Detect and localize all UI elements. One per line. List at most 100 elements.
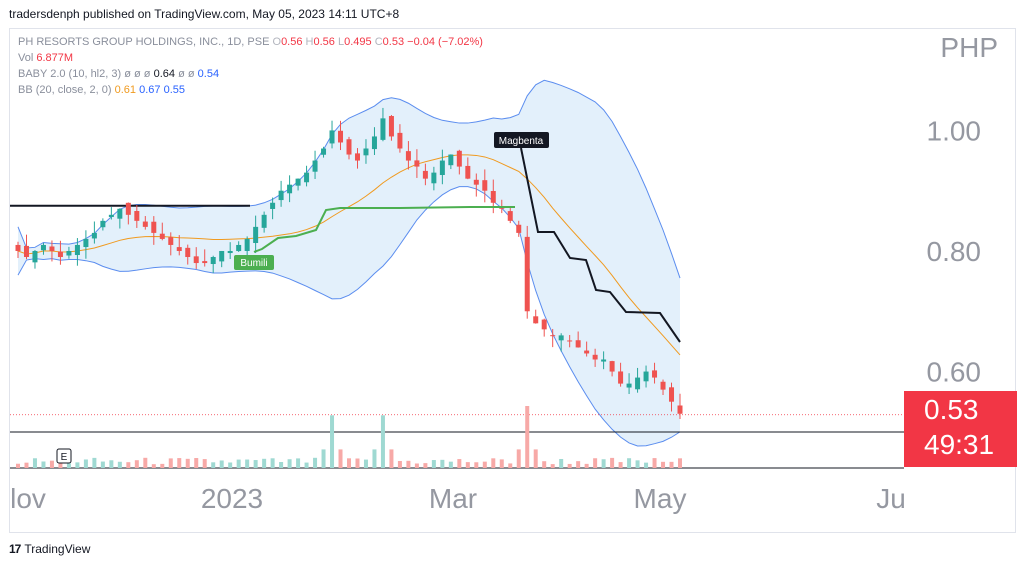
candle-body [346,139,352,155]
candle-body [677,405,683,414]
volume-bar [448,461,453,468]
legend-bb-label: BB (20, close, 2, 0) [18,84,112,96]
volume-bar [414,463,419,468]
volume-bar [270,458,275,468]
candle-body [601,359,607,362]
candle-body [40,244,46,251]
candle-body [210,257,216,265]
volume-bar [550,464,555,468]
candle-body [312,160,318,172]
baby-down-line [520,147,681,343]
candle-body [592,354,598,360]
volume-bar [168,458,173,468]
volume-bar [296,458,301,468]
candle-body [669,387,675,402]
last-price-label: 0.53 49:31 [904,391,1017,467]
volume-bar [389,449,394,468]
volume-bar [58,459,63,468]
legend-baby-value-2: 0.54 [197,68,220,80]
candle-body [354,153,360,161]
volume-bar [143,457,148,468]
bar-countdown: 49:31 [924,429,995,460]
volume-bar [321,449,326,468]
volume-bar [347,458,351,468]
volume-bar [627,458,632,468]
volume-bar [423,463,428,468]
candle-body [575,340,581,348]
candle-body [185,247,191,258]
volume-bar [100,461,105,468]
volume-bar [355,458,360,468]
tradingview-footer[interactable]: 17 TradingView [9,542,90,556]
candle-body [49,246,55,251]
volume-bar [134,460,139,468]
volume-bar [559,458,564,468]
bb-basis-line [17,154,681,356]
candle-body [287,184,293,194]
volume-bar [117,461,122,468]
candle-body [193,256,199,264]
legend-baby-row: BABY 2.0 (10, hl2, 3) ø ø ø 0.64 ø ø 0.5… [18,68,219,80]
volume-bar [185,458,190,468]
candle-body [151,221,157,233]
candle-body [465,165,471,179]
legend-vol-value: 6.877M [36,52,74,64]
candle-body [507,211,513,221]
earnings-marker-box[interactable] [56,448,72,464]
volume-bar [330,415,335,468]
volume-bar [593,458,598,468]
volume-bar [160,463,165,468]
candle-body [74,244,80,256]
legend-baby-label: BABY 2.0 (10, hl2, 3) [18,68,122,80]
candle-body [541,319,547,330]
candle-body [278,190,284,201]
candle-body [397,132,403,149]
bb-fill [18,80,680,446]
candle-body [329,130,335,144]
candle-body [635,377,641,390]
candle-body [168,237,174,245]
bollinger-bands [17,79,681,447]
magbenta-label: Magbenta [499,136,544,147]
legend-bb-basis: 0.61 [114,84,137,96]
candle-body [321,148,327,155]
candle-body [482,180,488,191]
volume-bars [16,406,682,468]
candle-body [584,350,590,354]
candle-body [456,150,462,167]
volume-bar [109,460,114,468]
y-tick-label: 0.60 [927,357,982,388]
chart-frame[interactable] [9,28,1016,533]
bumili-label-box [234,255,274,270]
candle-body [516,224,522,233]
legend-bb-row: BB (20, close, 2, 0) 0.61 0.67 0.55 [18,84,185,96]
volume-bar [151,464,156,468]
legend-h-label: H [305,36,314,48]
candle-body [490,191,496,203]
candle-body [23,245,29,258]
volume-bar [262,458,267,468]
volume-bar [431,460,436,468]
candle-body [236,244,242,252]
y-tick-label: 0.80 [927,236,982,267]
volume-bar [440,459,445,468]
bb-lower-line [17,186,681,447]
earnings-marker[interactable]: E [61,452,68,463]
volume-bar [313,457,318,468]
legend-close: 0.53 [382,36,405,48]
volume-bar [601,459,606,468]
legend-baby-null-4: ø [178,68,185,80]
candle-body [125,202,131,215]
candlesticks [15,107,683,419]
legend-symbol-row: PH RESORTS GROUP HOLDINGS, INC., 1D, PSE… [18,36,483,48]
candle-body [388,116,394,137]
volume-bar [533,449,538,468]
candle-body [219,250,225,262]
volume-bar [465,462,470,468]
candle-body [83,238,89,248]
volume-bar [380,415,385,468]
volume-bar [678,458,682,468]
volume-bar [525,406,530,468]
volume-bar [618,462,623,468]
